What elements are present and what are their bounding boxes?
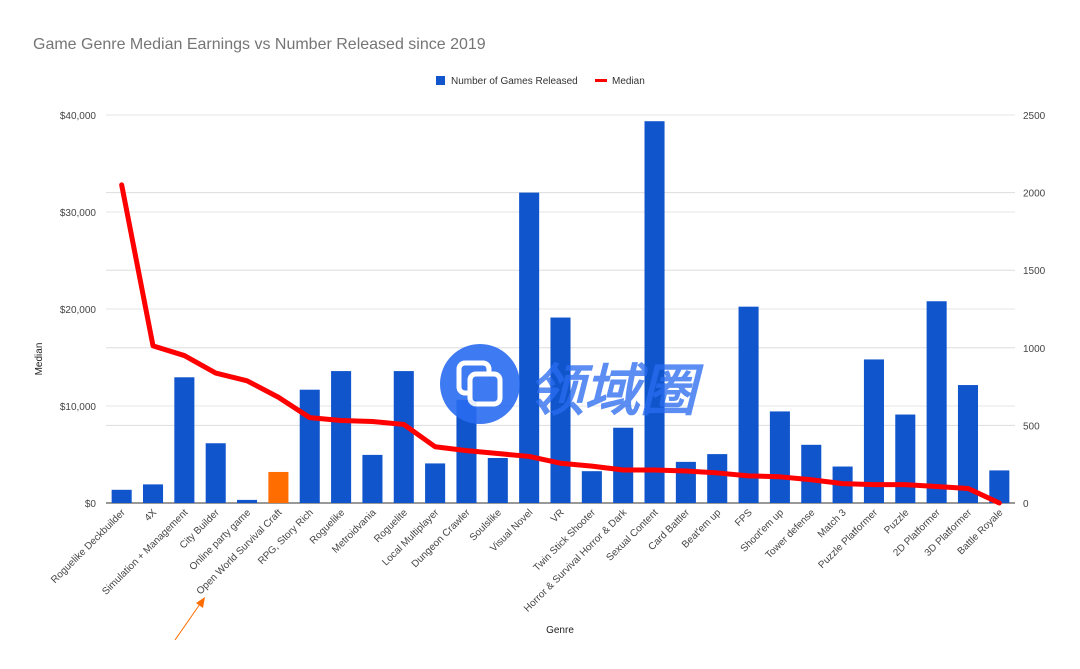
median-point-4 [246,380,248,382]
bar-22 [801,444,822,503]
median-point-28 [998,502,1000,504]
watermark-text: 领域圈 [528,359,704,424]
bar-3 [205,443,226,503]
bar-19 [707,454,728,503]
bar-5 [268,471,289,503]
bar-20 [738,306,759,503]
arrow-head-icon [196,597,205,608]
x-tick-label: RPG, Story Rich [256,507,316,567]
y-left-tick-label: $30,000 [60,208,97,219]
median-point-26 [936,486,938,488]
y-left-tick-label: $10,000 [60,402,97,413]
median-point-15 [591,465,593,467]
x-tick-label: Puzzle [882,507,911,536]
bar-21 [769,411,790,503]
y-right-tick-label: 0 [1023,499,1029,510]
median-point-2 [183,355,185,357]
y-right-tick-label: 500 [1023,421,1040,432]
bar-14 [550,317,571,503]
legend-swatch-bars [436,76,445,85]
median-point-12 [497,453,499,455]
x-tick-label: FPS [733,507,755,529]
y-right-tick-label: 1500 [1023,266,1046,277]
median-point-8 [371,421,373,423]
bar-16 [613,427,634,503]
x-axis-title: Genre [546,625,574,636]
bar-series [111,121,1010,504]
y-right-tick-label: 2500 [1023,111,1046,122]
x-tick-label: Puzzle Platformer [816,507,880,571]
bar-26 [926,301,947,503]
legend: Number of Games Released Median [436,76,645,87]
y-left-tick-label: $20,000 [60,305,97,316]
median-point-20 [748,475,750,477]
y-axis-right-ticks: 0 500 1000 1500 2000 2500 [1023,111,1046,510]
bar-7 [331,371,352,503]
median-point-19 [716,472,718,474]
bar-25 [895,414,916,503]
chart-title: Game Genre Median Earnings vs Number Rel… [33,36,486,53]
bar-8 [362,454,383,503]
bar-2 [174,377,195,503]
median-point-10 [434,446,436,448]
x-tick-label: VR [549,507,567,525]
bar-17 [644,121,665,504]
y-right-tick-label: 1000 [1023,344,1046,355]
median-point-18 [685,470,687,472]
annotation-arrow [174,597,205,641]
arrow-shaft [174,603,201,641]
median-point-6 [309,417,311,419]
y-right-tick-label: 2000 [1023,189,1046,200]
y-axis-left-ticks: $0 $10,000 $20,000 $30,000 $40,000 [60,111,97,510]
bar-18 [675,461,696,503]
y-left-tick-label: $40,000 [60,111,97,122]
bar-0 [111,489,132,503]
bar-12 [487,457,508,503]
bar-6 [299,389,320,503]
bar-15 [581,471,602,503]
bar-27 [957,385,979,503]
bar-9 [393,371,414,503]
median-point-13 [528,455,530,457]
legend-label-bars: Number of Games Released [451,76,578,87]
y-left-tick-label: $0 [85,499,97,510]
x-tick-label: 4X [143,507,160,524]
bar-10 [425,463,446,503]
bar-24 [863,359,884,503]
y-axis-left-title: Median [34,343,45,376]
median-point-7 [340,420,342,422]
median-point-17 [654,469,656,471]
median-point-22 [810,479,812,481]
median-point-11 [465,450,467,452]
median-point-24 [873,484,875,486]
median-point-0 [121,184,123,186]
median-point-21 [779,476,781,478]
watermark-logo: 领域圈 [440,344,704,424]
legend-label-line: Median [612,76,645,87]
median-point-1 [152,345,154,347]
bar-1 [142,484,164,503]
median-point-27 [967,487,969,489]
median-point-23 [842,483,844,485]
median-point-9 [403,423,405,425]
watermark-square-icon-2 [467,371,503,407]
line-series [119,182,1002,506]
bar-4 [237,499,258,503]
bar-28 [989,470,1010,503]
median-point-3 [215,372,217,374]
x-tick-label: Dungeon Crawler [410,507,473,570]
median-point-5 [277,396,279,398]
median-point-25 [904,484,906,486]
median-point-14 [560,462,561,464]
bar-13 [519,192,540,503]
x-tick-label: Local Multiplayer [380,507,441,568]
gridlines [106,114,1015,504]
legend-swatch-line [595,79,607,82]
median-point-16 [622,469,624,471]
